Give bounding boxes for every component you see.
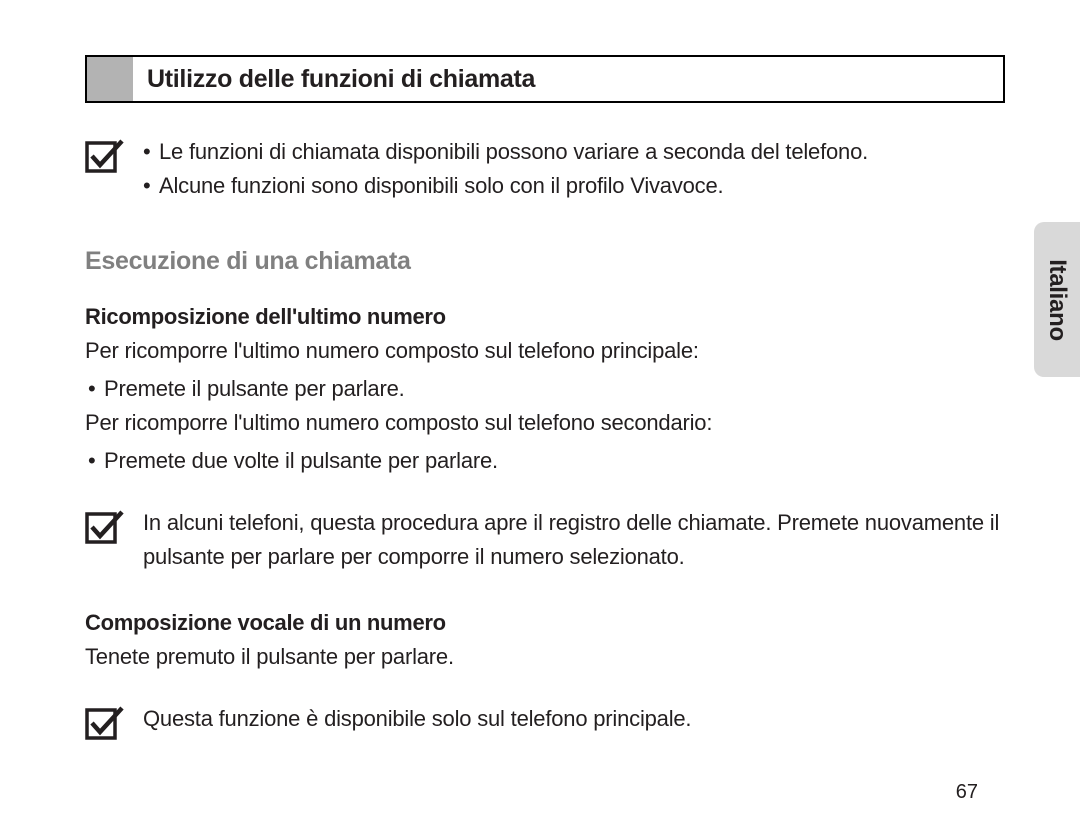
note1-text-2: Alcune funzioni sono disponibili solo co… (159, 169, 723, 203)
note3-text: Questa funzione è disponibile solo sul t… (143, 702, 1005, 736)
bullet-row: • Premete due volte il pulsante per parl… (85, 444, 1005, 478)
bullet-text: Premete il pulsante per parlare. (104, 372, 405, 406)
note-block-1: • Le funzioni di chiamata disponibili po… (85, 135, 1005, 203)
body-block-2: Tenete premuto il pulsante per parlare. (85, 640, 1005, 674)
checkbox-note-icon (85, 508, 125, 544)
bullet-dot: • (88, 444, 94, 478)
note2-text: In alcuni telefoni, questa procedura apr… (143, 506, 1005, 574)
note-content: In alcuni telefoni, questa procedura apr… (143, 506, 1005, 574)
bullet-dot: • (88, 372, 94, 406)
page-content: Utilizzo delle funzioni di chiamata • Le… (85, 55, 1005, 740)
bullet-dot: • (143, 169, 149, 203)
sub-heading-1: Ricomposizione dell'ultimo numero (85, 304, 1005, 330)
body-line: Per ricomporre l'ultimo numero composto … (85, 334, 1005, 368)
checkbox-note-icon (85, 137, 125, 173)
note-block-2: In alcuni telefoni, questa procedura apr… (85, 506, 1005, 574)
note-content: Questa funzione è disponibile solo sul t… (143, 702, 1005, 740)
page-number: 67 (956, 781, 978, 804)
subsection-heading: Esecuzione di una chiamata (85, 247, 1005, 276)
body-line: Per ricomporre l'ultimo numero composto … (85, 406, 1005, 440)
bullet-text: Premete due volte il pulsante per parlar… (104, 444, 498, 478)
body-block-1: Per ricomporre l'ultimo numero composto … (85, 334, 1005, 478)
title-accent-square (87, 57, 133, 101)
note1-bullet-1: • Le funzioni di chiamata disponibili po… (143, 135, 1005, 169)
bullet-row: • Premete il pulsante per parlare. (85, 372, 1005, 406)
section-title: Utilizzo delle funzioni di chiamata (133, 57, 535, 101)
language-side-tab: Italiano (1034, 222, 1080, 377)
body-line: Tenete premuto il pulsante per parlare. (85, 640, 1005, 674)
bullet-dot: • (143, 135, 149, 169)
note1-text-1: Le funzioni di chiamata disponibili poss… (159, 135, 868, 169)
note1-bullet-2: • Alcune funzioni sono disponibili solo … (143, 169, 1005, 203)
note-content: • Le funzioni di chiamata disponibili po… (143, 135, 1005, 203)
note-block-3: Questa funzione è disponibile solo sul t… (85, 702, 1005, 740)
checkbox-note-icon (85, 704, 125, 740)
language-label: Italiano (1043, 259, 1071, 341)
sub-heading-2: Composizione vocale di un numero (85, 610, 1005, 636)
section-title-box: Utilizzo delle funzioni di chiamata (85, 55, 1005, 103)
